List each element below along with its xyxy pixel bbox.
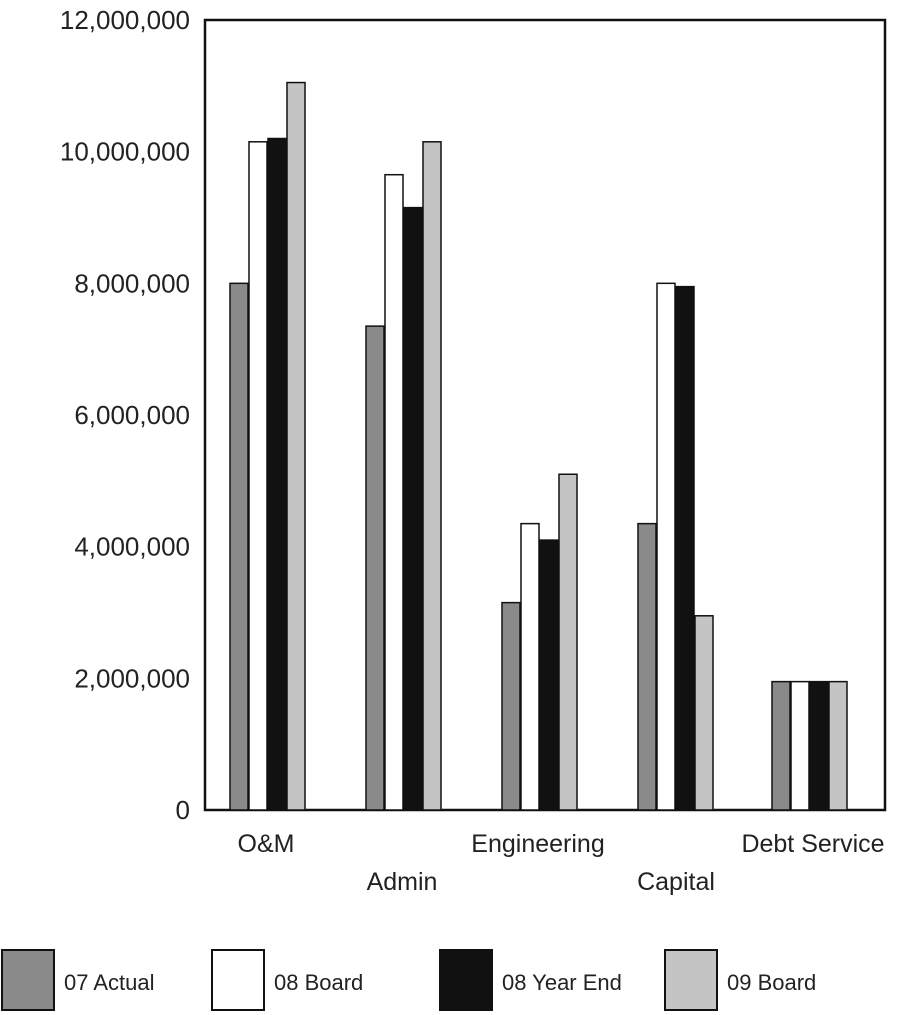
bar-09-board-1 bbox=[422, 141, 442, 811]
x-category-label: Debt Service bbox=[741, 830, 884, 858]
bar-08-board-4 bbox=[790, 680, 810, 811]
x-axis: O&M Admin Engineering Capital Debt Service bbox=[238, 830, 885, 896]
y-axis: 0 2,000,000 4,000,000 6,000,000 8,000,000 10,… bbox=[60, 5, 190, 825]
bar-07-actual-4 bbox=[771, 680, 791, 811]
legend-swatch bbox=[211, 949, 265, 1011]
bar-07-actual-3 bbox=[637, 522, 657, 811]
y-tick-label: 10,000,000 bbox=[60, 137, 190, 167]
bar-07-actual-1 bbox=[365, 325, 385, 811]
y-tick-label: 0 bbox=[176, 795, 190, 825]
legend: 07 Actual 08 Board 08 Year End 09 Board bbox=[1, 949, 816, 1011]
legend-label: 08 Year End bbox=[502, 970, 622, 995]
bars-group bbox=[229, 81, 848, 811]
bar-07-actual-2 bbox=[501, 601, 521, 811]
bar-09-board-2 bbox=[558, 473, 578, 811]
legend-item: 08 Year End bbox=[439, 949, 622, 1011]
bar-08-year-end-2 bbox=[539, 539, 559, 811]
y-tick-label: 4,000,000 bbox=[74, 532, 190, 562]
x-category-label: O&M bbox=[238, 830, 295, 858]
y-tick-label: 2,000,000 bbox=[74, 663, 190, 693]
bar-09-board-0 bbox=[286, 81, 306, 811]
y-tick-label: 6,000,000 bbox=[74, 400, 190, 430]
bar-07-actual-0 bbox=[229, 282, 249, 811]
legend-swatch bbox=[439, 949, 493, 1011]
legend-swatch bbox=[664, 949, 718, 1011]
legend-item: 09 Board bbox=[664, 949, 816, 1011]
bar-09-board-4 bbox=[828, 680, 848, 811]
bar-08-board-0 bbox=[248, 141, 268, 811]
bar-08-board-2 bbox=[520, 522, 540, 811]
y-tick-label: 12,000,000 bbox=[60, 5, 190, 35]
x-category-label: Admin bbox=[367, 868, 438, 896]
bar-08-year-end-0 bbox=[267, 137, 287, 811]
bar-08-board-1 bbox=[384, 173, 404, 811]
legend-label: 08 Board bbox=[274, 970, 363, 995]
legend-label: 07 Actual bbox=[64, 970, 155, 995]
x-category-label: Capital bbox=[637, 868, 715, 896]
y-tick-label: 8,000,000 bbox=[74, 268, 190, 298]
bar-08-board-3 bbox=[656, 282, 676, 811]
bar-08-year-end-4 bbox=[809, 680, 829, 811]
legend-label: 09 Board bbox=[727, 970, 816, 995]
bar-09-board-3 bbox=[694, 615, 714, 811]
x-category-label: Engineering bbox=[471, 830, 604, 858]
legend-swatch bbox=[1, 949, 55, 1011]
legend-item: 08 Board bbox=[211, 949, 363, 1011]
legend-item: 07 Actual bbox=[1, 949, 155, 1011]
bar-08-year-end-3 bbox=[675, 285, 695, 811]
bar-08-year-end-1 bbox=[403, 206, 423, 811]
